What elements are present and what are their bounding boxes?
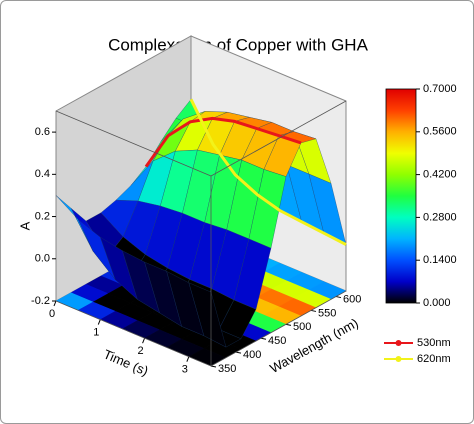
colorbar-tick-label: 0.7000 <box>423 83 457 95</box>
y-tick <box>310 309 317 312</box>
box-edge <box>55 110 212 177</box>
y-tick <box>260 337 267 340</box>
series-line <box>189 98 347 246</box>
x-tick-label: 3 <box>182 364 188 376</box>
colorbar-tick-label: 0.2800 <box>423 211 457 223</box>
colorbar-tick-label: 0.5600 <box>423 126 457 138</box>
legend-label: 530nm <box>417 337 451 349</box>
box-edge <box>210 290 347 367</box>
y-tick-label: 500 <box>293 321 311 333</box>
legend-marker <box>395 356 402 362</box>
y-tick-label: 600 <box>343 293 361 305</box>
box-edge <box>210 100 347 177</box>
surface-patch <box>188 282 227 348</box>
box-edge <box>55 300 212 367</box>
series-line <box>144 116 302 168</box>
x-tick <box>186 356 190 362</box>
x-tick-label: 0 <box>49 308 55 320</box>
x-tick <box>142 337 146 344</box>
y-tick <box>285 323 292 326</box>
z-tick-label: 0.6 <box>35 126 50 138</box>
y-tick <box>210 365 217 368</box>
y-tick <box>335 296 342 299</box>
y-tick-label: 550 <box>318 307 336 319</box>
y-tick-label: 400 <box>243 349 261 361</box>
x-tick-label: 1 <box>93 326 99 338</box>
y-tick-label: 350 <box>218 363 236 375</box>
y-tick <box>235 351 242 354</box>
colorbar-tick-label: 0.1400 <box>423 254 457 266</box>
x-tick <box>97 319 101 325</box>
legend-label: 620nm <box>417 353 451 365</box>
z-tick-label: 0.0 <box>35 253 50 265</box>
chart-title: Complexation of Copper with GHA <box>108 35 369 54</box>
x-tick <box>53 300 57 307</box>
colorbar <box>385 88 417 304</box>
z-axis-label: A <box>17 221 32 230</box>
x-tick-label: 2 <box>138 345 144 357</box>
colorbar-tick-label: 0.4200 <box>423 169 457 181</box>
z-tick-label: 0.4 <box>35 168 50 180</box>
colorbar-tick-label: 0.000 <box>423 297 451 309</box>
legend-marker <box>395 340 402 346</box>
z-tick-label: 0.2 <box>35 210 50 222</box>
y-tick-label: 450 <box>268 335 286 347</box>
z-tick-label: -0.2 <box>31 295 50 307</box>
